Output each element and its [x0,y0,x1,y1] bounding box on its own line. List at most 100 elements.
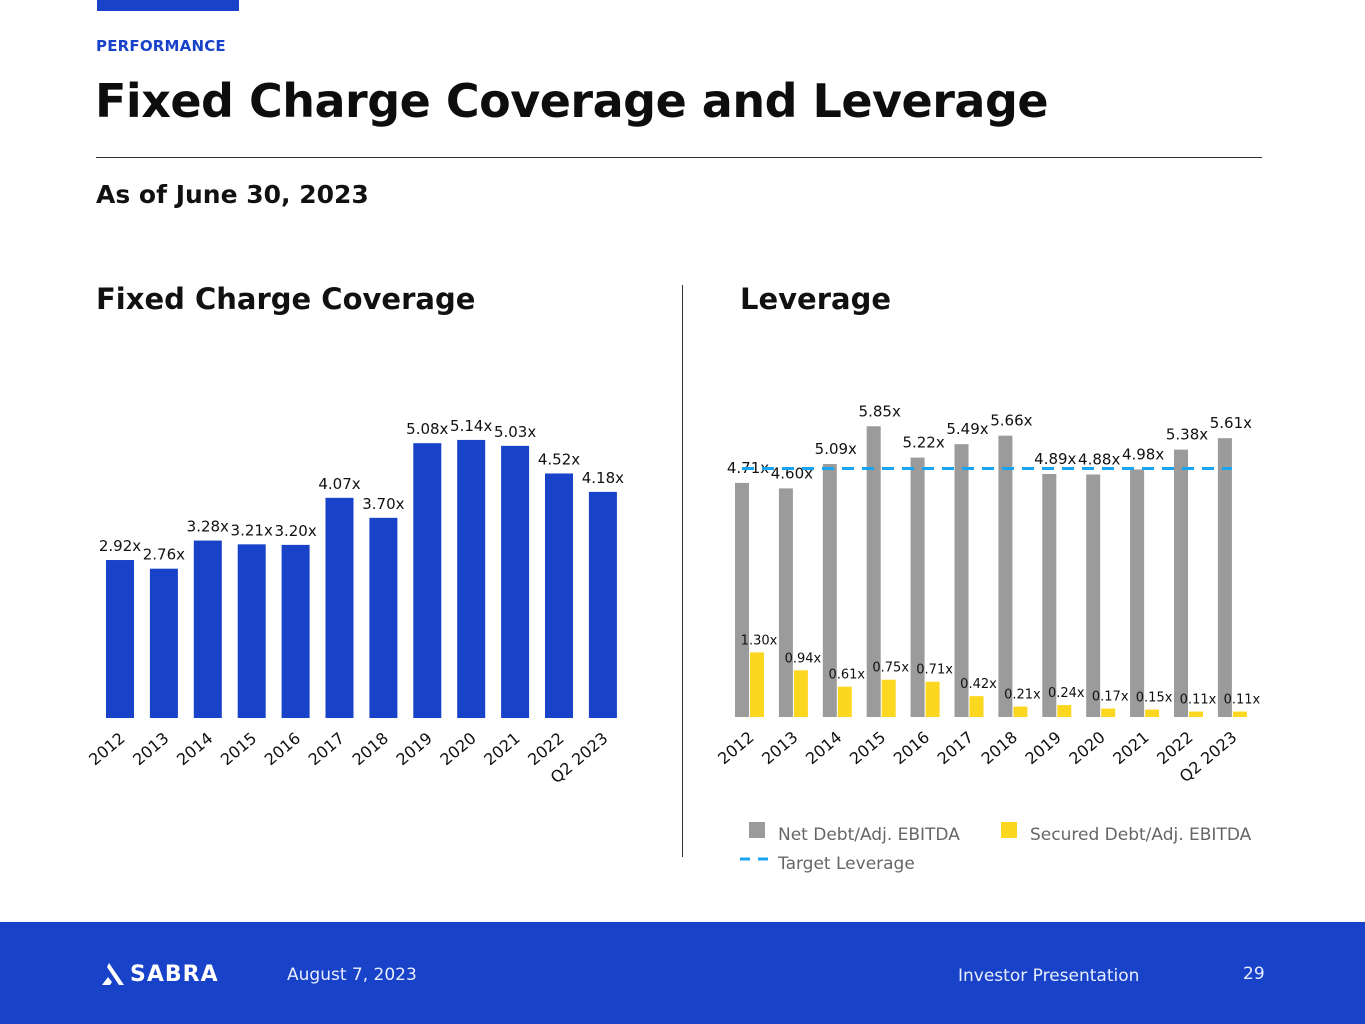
page-title: Fixed Charge Coverage and Leverage [95,74,1049,128]
net-debt-data-label: 5.61x [1210,414,1252,432]
leverage-x-tick-label: 2018 [978,728,1021,769]
fcc-data-label: 3.70x [362,495,404,513]
as-of-date: As of June 30, 2023 [96,180,369,209]
fcc-x-tick-label: 2020 [436,729,479,770]
fcc-data-label: 5.03x [494,423,536,441]
fcc-bar [588,491,617,718]
secured-debt-data-label: 0.21x [1004,688,1041,703]
net-debt-bar [954,444,969,717]
net-debt-data-label: 5.66x [990,412,1032,430]
fcc-x-tick-label: 2017 [305,729,348,770]
fcc-bar [545,473,573,718]
footer-date: August 7, 2023 [287,965,417,985]
net-debt-data-label: 5.85x [859,402,901,420]
fcc-x-tick-label: 2019 [392,729,435,770]
secured-debt-bar [1189,711,1203,717]
net-debt-bar [822,464,837,717]
leverage-x-tick-label: 2016 [890,728,933,769]
leverage-legend: Net Debt/Adj. EBITDA Secured Debt/Adj. EB… [740,822,1252,874]
fcc-x-tick-label: 2021 [480,729,523,770]
footer-document-title: Investor Presentation [958,966,1140,986]
net-debt-data-label: 5.22x [902,434,944,452]
fcc-data-label: 5.08x [406,420,448,438]
net-debt-bar [998,435,1013,717]
secured-debt-data-label: 0.17x [1092,690,1129,705]
secured-debt-bar [1057,705,1072,717]
fcc-x-tick-label: 2018 [349,729,392,770]
net-debt-bar [1086,474,1101,717]
secured-debt-bar [793,670,808,717]
page-number: 29 [1243,964,1265,984]
fcc-bar [193,540,222,718]
leverage-x-tick-label: 2017 [934,728,977,769]
net-debt-data-label: 5.49x [946,420,988,438]
fcc-bar [369,517,398,718]
fcc-chart: 2.92x 2012 2.76x 2013 3.28x 2014 3.21x 2015 3.20… [85,417,624,787]
fcc-data-label: 5.14x [450,417,492,435]
chart-divider [682,285,683,857]
fcc-bar [413,443,442,718]
fcc-data-label: 2.92x [99,537,141,555]
fcc-bar [281,544,310,718]
fcc-x-tick-label: 2015 [217,729,260,770]
secured-debt-data-label: 0.75x [872,661,909,676]
leverage-chart: 4.71x1.30x20124.60x0.94x20135.09x0.61x20… [714,402,1260,786]
legend-secured-debt-label: Secured Debt/Adj. EBITDA [1030,825,1252,845]
secured-debt-data-label: 0.61x [828,668,865,683]
net-debt-bar [1130,469,1145,717]
secured-debt-bar [1232,711,1247,717]
leverage-x-tick-label: 2012 [714,728,757,769]
fcc-data-label: 3.21x [231,521,273,539]
secured-debt-data-label: 0.71x [916,663,953,678]
section-label: PERFORMANCE [96,37,226,55]
net-debt-data-label: 4.89x [1034,450,1076,468]
fcc-data-label: 4.07x [318,475,360,493]
secured-debt-bar [881,679,896,717]
fcc-bar [149,568,178,718]
fcc-bar [325,497,354,718]
leverage-x-tick-label: 2019 [1021,728,1064,769]
secured-debt-data-label: 0.15x [1136,691,1173,706]
fcc-x-tick-label: 2013 [129,729,172,770]
fcc-data-label: 4.18x [582,469,624,487]
net-debt-bar [910,457,925,717]
net-debt-data-label: 4.88x [1078,450,1120,468]
legend-net-debt-label: Net Debt/Adj. EBITDA [778,825,960,845]
footer [0,922,1365,1024]
leverage-x-tick-label: 2021 [1109,728,1152,769]
secured-debt-data-label: 0.11x [1224,693,1261,708]
sabra-logo: SABRA [100,961,219,987]
secured-debt-bar [1101,708,1116,717]
leverage-x-tick-label: 2015 [846,728,889,769]
fcc-chart-title: Fixed Charge Coverage [96,282,476,316]
leverage-x-tick-label: 2013 [758,728,801,769]
net-debt-bar [735,482,749,717]
leverage-x-tick-label: 2014 [802,728,845,769]
net-debt-data-label: 4.98x [1122,445,1164,463]
secured-debt-bar [925,681,940,717]
legend-target-label: Target Leverage [777,854,915,874]
net-debt-bar [866,426,881,717]
fcc-x-tick-label: 2012 [85,729,128,770]
net-debt-bar [1042,473,1057,717]
secured-debt-bar [1013,706,1028,717]
secured-debt-data-label: 0.94x [785,651,822,666]
fcc-bar [457,439,486,718]
net-debt-bar [1174,449,1188,717]
legend-secured-debt-swatch [1001,822,1017,838]
title-divider [96,157,1262,158]
secured-debt-data-label: 1.30x [741,633,778,648]
legend-net-debt-swatch [749,822,765,838]
secured-debt-data-label: 0.11x [1180,693,1217,708]
logo-text: SABRA [130,961,219,987]
secured-debt-bar [837,686,852,717]
fcc-data-label: 3.28x [187,518,229,536]
leverage-chart-title: Leverage [740,282,892,316]
secured-debt-bar [969,696,984,717]
net-debt-bar [778,488,793,717]
secured-debt-data-label: 0.42x [960,677,997,692]
charts-canvas: 2.92x 2012 2.76x 2013 3.28x 2014 3.21x 2015 3.20… [85,402,1260,874]
fcc-bar [237,544,266,718]
fcc-x-tick-label: 2014 [173,729,216,770]
fcc-data-label: 3.20x [274,522,316,540]
